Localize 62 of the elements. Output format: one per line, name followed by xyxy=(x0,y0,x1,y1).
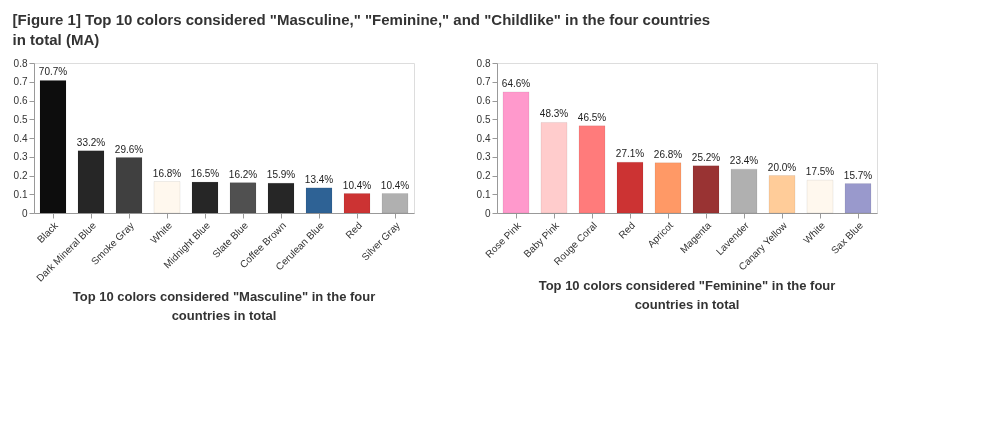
data-label: 33.2% xyxy=(76,136,106,148)
data-label: 15.7% xyxy=(843,169,873,181)
bar xyxy=(191,181,219,214)
bar xyxy=(616,161,644,214)
data-label: 25.2% xyxy=(691,151,721,163)
bar xyxy=(578,125,606,214)
y-tick-label: 0.5 xyxy=(13,113,28,125)
chart-title: [Figure 1] Top 10 colors considered "Masculine," "Feminine," and "Childlike" in the four countries in total (MA) xyxy=(12,10,711,48)
bar xyxy=(305,187,333,214)
y-tick-label: 0.3 xyxy=(13,151,28,163)
y-tick-label: 0.1 xyxy=(476,188,491,200)
data-label: 16.5% xyxy=(190,168,220,180)
bar xyxy=(39,80,67,214)
y-tick-label: 0.5 xyxy=(476,113,491,125)
data-label: 15.9% xyxy=(266,169,296,181)
bar xyxy=(229,182,257,214)
x-tick-label: Sax Blue xyxy=(828,219,866,256)
data-label: 70.7% xyxy=(38,66,68,78)
data-label: 29.6% xyxy=(114,143,144,155)
data-label: 64.6% xyxy=(501,77,531,89)
bar xyxy=(654,162,682,214)
data-label: 26.8% xyxy=(653,148,683,160)
bar xyxy=(806,179,834,214)
y-tick-label: 0.1 xyxy=(13,188,28,200)
y-tick-label: 0 xyxy=(21,207,28,219)
text: Top 10 colors considered "Masculine" in the four countries in total xyxy=(72,289,376,324)
data-label: 16.2% xyxy=(228,168,258,180)
data-label: 10.4% xyxy=(342,179,372,191)
data-label: 46.5% xyxy=(577,111,607,123)
y-tick-label: 0.3 xyxy=(476,151,491,163)
y-tick-label: 0.2 xyxy=(13,170,28,181)
bar xyxy=(267,182,295,214)
data-label: 48.3% xyxy=(539,108,569,120)
y-tick-label: 0.8 xyxy=(13,57,28,69)
bar xyxy=(540,122,568,214)
bar xyxy=(153,181,181,214)
data-label: 13.4% xyxy=(304,173,334,185)
bar xyxy=(844,183,872,214)
y-tick-label: 0.4 xyxy=(13,132,28,144)
data-label: 23.4% xyxy=(729,155,759,167)
bar xyxy=(502,91,530,214)
bar xyxy=(692,165,720,214)
bar xyxy=(381,193,409,214)
data-label: 17.5% xyxy=(805,166,835,178)
y-tick-label: 0 xyxy=(484,207,491,219)
y-tick-label: 0.7 xyxy=(476,76,491,88)
data-label: 16.8% xyxy=(152,167,182,179)
y-tick-label: 0.8 xyxy=(476,57,491,69)
bar xyxy=(730,168,758,214)
y-tick-label: 0.6 xyxy=(13,95,28,106)
bar xyxy=(343,193,371,214)
text: Top 10 colors considered "Feminine" in the four countries in total xyxy=(538,278,836,313)
y-tick-label: 0.6 xyxy=(476,95,491,106)
y-tick-label: 0.7 xyxy=(13,76,28,88)
bar xyxy=(115,157,143,214)
y-tick-label: 0.4 xyxy=(476,132,491,144)
y-tick-label: 0.2 xyxy=(476,170,491,181)
data-label: 20.0% xyxy=(767,161,797,173)
data-label: 27.1% xyxy=(615,148,645,160)
bar xyxy=(77,150,105,214)
bar xyxy=(768,175,796,214)
data-label: 10.4% xyxy=(380,179,410,191)
